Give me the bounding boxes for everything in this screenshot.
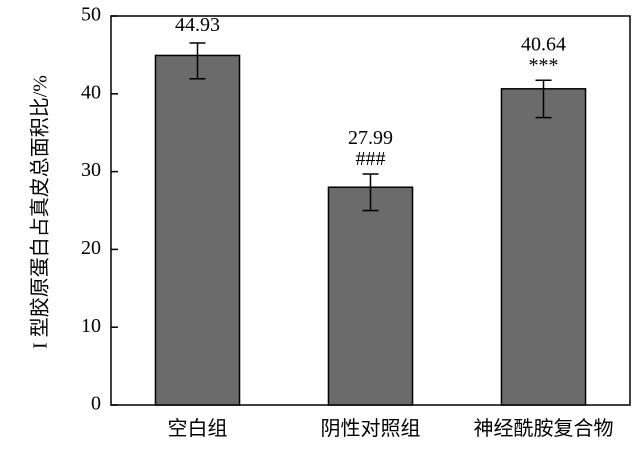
y-tick-label: 40 [81,81,101,103]
bar [500,88,587,406]
y-tick-label: 10 [81,315,101,337]
value-label: 27.99 [348,127,393,149]
y-tick-label: 50 [81,4,101,26]
y-axis-label: I 型胶原蛋白占真皮总面积比/% [29,75,52,349]
y-tick-label: 20 [81,237,101,259]
bar [154,54,241,406]
x-tick-label: 阴性对照组 [321,417,421,440]
x-tick-label: 空白组 [168,417,228,440]
y-tick-label: 30 [81,159,101,181]
bar [327,186,414,406]
value-label: 44.93 [175,14,220,36]
value-label: 40.64 [521,33,566,55]
x-tick-label: 神经酰胺复合物 [474,417,614,440]
significance-mark: ### [356,148,386,170]
y-tick-label: 0 [91,393,101,415]
significance-mark: *** [529,54,559,76]
